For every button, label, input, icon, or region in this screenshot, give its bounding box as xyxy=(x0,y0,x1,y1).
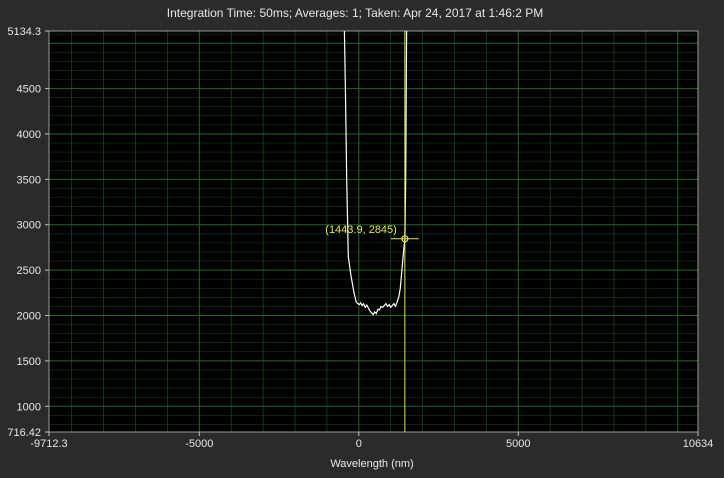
y-tick-label: 1500 xyxy=(17,356,41,368)
x-tick-label: -5000 xyxy=(185,438,213,450)
x-axis-label: Wavelength (nm) xyxy=(330,458,413,470)
cursor-marker xyxy=(401,235,409,243)
grid-layer xyxy=(49,31,698,432)
y-tick-label: 5134.3 xyxy=(7,26,41,38)
y-tick-label: 2000 xyxy=(17,310,41,322)
y-tick-label: 3500 xyxy=(17,174,41,186)
axis-layer: -9712.3 -5000 0 5000 10634 716.42 1000 1500 2000… xyxy=(7,26,713,450)
chart-title: Integration Time: 50ms; Averages: 1; Tak… xyxy=(167,6,543,20)
y-tick-label: 4500 xyxy=(17,84,41,96)
series-layer xyxy=(343,31,408,316)
x-tick-label: 0 xyxy=(356,438,362,450)
plot-frame xyxy=(48,30,699,433)
spectrum-line xyxy=(343,31,408,316)
y-tick-label: 3000 xyxy=(17,220,41,232)
y-tick-label: 2500 xyxy=(17,265,41,277)
cursor-layer: (1443.9, 2845) xyxy=(325,31,419,432)
y-tick-label: 716.42 xyxy=(7,427,41,439)
y-tick-label: 4000 xyxy=(17,129,41,141)
x-tick-label: -9712.3 xyxy=(30,438,67,450)
x-tick-label: 5000 xyxy=(506,438,530,450)
x-tick-label: 10634 xyxy=(683,438,714,450)
y-tick-label: 1000 xyxy=(17,401,41,413)
cursor-label: (1443.9, 2845) xyxy=(325,224,397,236)
